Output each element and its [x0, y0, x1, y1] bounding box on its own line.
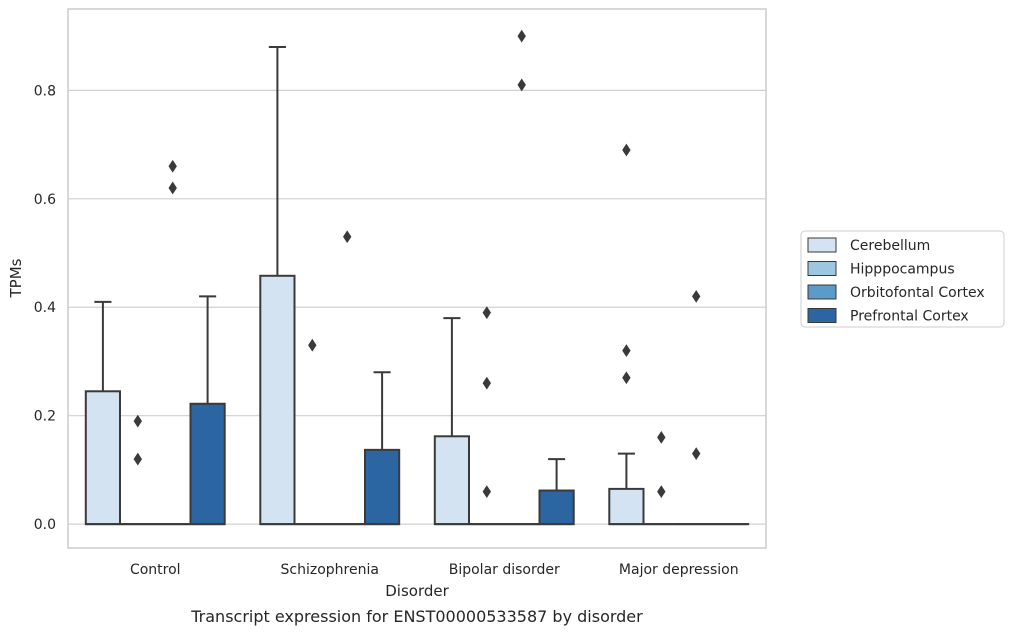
- box-body: [84, 390, 122, 526]
- outlier-point: [622, 344, 631, 358]
- legend: Cerebellum Hipppocampus Orbitofontal Corte…: [800, 230, 1005, 328]
- box: [433, 317, 471, 526]
- outlier-point: [657, 485, 666, 499]
- outlier-point: [692, 289, 701, 303]
- outlier-point: [622, 143, 631, 157]
- box: [84, 300, 122, 526]
- box: [643, 430, 680, 526]
- outlier-point: [168, 181, 177, 195]
- legend-label: Orbitofontal Cortex: [850, 285, 985, 301]
- grid-lines: [68, 89, 766, 525]
- x-tick-label: Control: [130, 562, 181, 578]
- box-body: [189, 402, 226, 526]
- legend-swatch: [807, 308, 837, 323]
- outlier-point: [133, 414, 142, 428]
- y-axis-label: TPMs: [7, 258, 25, 298]
- box: [189, 295, 226, 526]
- box-body: [363, 448, 401, 526]
- box: [329, 230, 366, 526]
- legend-frame: [800, 230, 1005, 328]
- plot-frame: [67, 8, 767, 549]
- y-tick-label: 0.4: [34, 300, 56, 316]
- box: [294, 338, 331, 526]
- box-body: [259, 274, 296, 526]
- legend-label: Cerebellum: [850, 238, 930, 254]
- box-body: [433, 435, 471, 526]
- box: [363, 371, 401, 526]
- box: [503, 29, 540, 526]
- y-tick-label: 0.6: [34, 192, 56, 208]
- outlier-point: [343, 230, 352, 244]
- outlier-point: [168, 159, 177, 173]
- y-tick-label: 0.0: [34, 517, 56, 533]
- outlier-point: [657, 430, 666, 444]
- box: [154, 159, 191, 526]
- box: [119, 414, 156, 526]
- outlier-point: [692, 447, 701, 461]
- box-body: [608, 487, 645, 526]
- x-tick-label: Bipolar disorder: [449, 562, 560, 578]
- y-tick-label: 0.2: [34, 409, 56, 425]
- y-tick-label: 0.8: [34, 83, 56, 99]
- outlier-point: [133, 452, 142, 466]
- outlier-point: [482, 376, 491, 390]
- box: [259, 45, 296, 526]
- outlier-point: [517, 29, 526, 43]
- x-axis-label: Disorder: [385, 582, 449, 600]
- x-tick-label: Major depression: [619, 562, 739, 578]
- outlier-point: [482, 485, 491, 499]
- x-axis: Control Schizophrenia Bipolar disorder Majo…: [130, 562, 739, 578]
- outlier-point: [482, 306, 491, 320]
- y-axis: 0.0 0.2 0.4 0.6 0.8: [34, 83, 56, 533]
- legend-swatch: [807, 237, 837, 253]
- outlier-point: [517, 78, 526, 92]
- chart-caption: Transcript expression for ENST0000053358…: [190, 607, 643, 626]
- legend-swatch: [807, 261, 837, 276]
- box-body: [538, 489, 575, 526]
- box: [678, 289, 715, 526]
- legend-label: Prefrontal Cortex: [850, 309, 969, 325]
- plot-marks: [84, 29, 750, 526]
- box: [538, 458, 575, 526]
- box: [608, 143, 645, 526]
- outlier-point: [308, 338, 317, 352]
- x-tick-label: Schizophrenia: [281, 562, 379, 578]
- legend-swatch: [807, 284, 837, 300]
- legend-label: Hipppocampus: [850, 262, 955, 278]
- outlier-point: [622, 371, 631, 385]
